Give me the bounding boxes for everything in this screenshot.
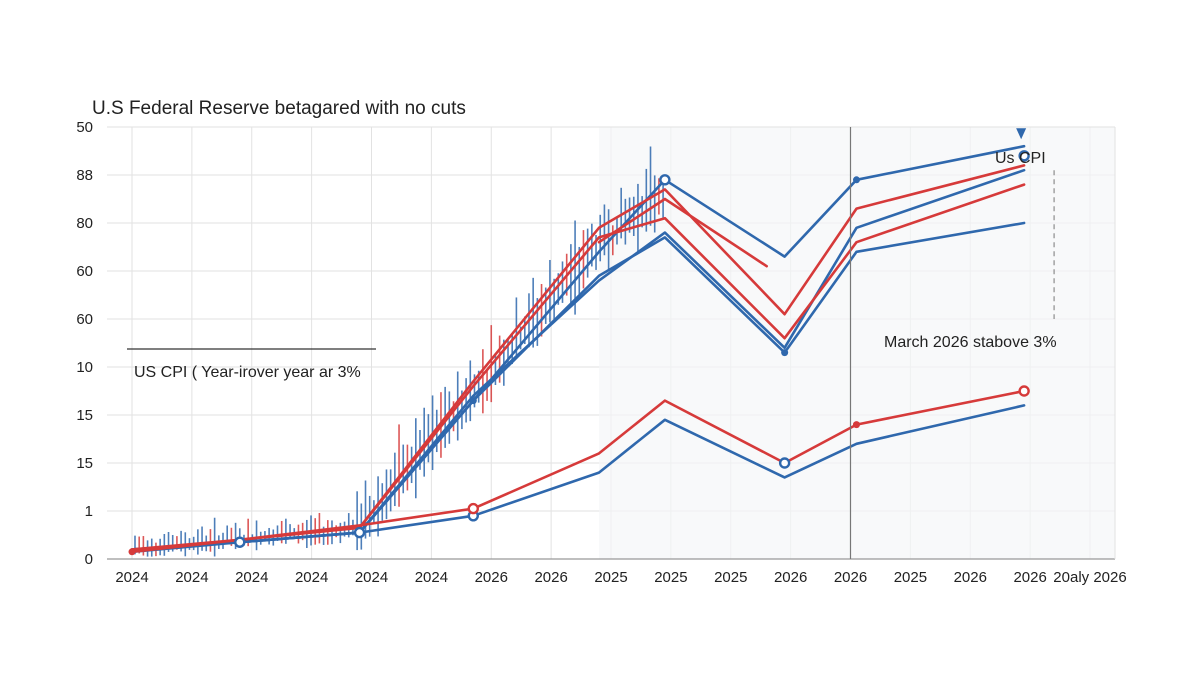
shaded-band [599,127,1115,559]
y-tick-label: 60 [76,311,93,328]
y-tick-label: 60 [76,263,93,280]
x-tick-label: 2024 [355,569,388,586]
series-line-red-bottom [130,389,1026,554]
annotations: US CPI ( Year-irover year ar 3% March 202… [127,150,1057,381]
marker-dot [469,397,477,405]
x-tick-label: 2024 [295,569,328,586]
left-annotation-label: US CPI ( Year-irover year ar 3% [134,364,361,381]
marker-ring [1018,150,1030,162]
y-tick-label: 80 [76,215,93,232]
marker-ring [234,536,246,548]
series-line-red-middle [358,183,1026,530]
y-tick-label: 50 [76,119,93,136]
candlestick-noise [134,146,664,557]
marker-dot [781,349,789,357]
x-tick-label: 2025 [654,569,687,586]
marker-ring [659,174,671,186]
marker-dot [852,176,860,184]
x-tick-label: 2026 [954,569,987,586]
marker-ring [1018,385,1030,397]
x-tick-label: 20aly 2026 [1053,569,1126,586]
x-tick-label: 2025 [594,569,627,586]
x-tick-label: 2024 [415,569,448,586]
shaded-region [599,127,1115,559]
x-tick-labels: 2024 2024 2024 2024 2024 2024 2026 2026 2025 2025… [115,569,1126,586]
x-tick-label: 2026 [475,569,508,586]
x-tick-label: 2024 [175,569,208,586]
y-tick-label: 88 [76,167,93,184]
triangle-down-icon [1016,128,1027,140]
marker-dot [852,421,860,429]
x-tick-label: 2026 [1013,569,1046,586]
marker-ring [353,526,366,539]
marker-ring [467,502,479,515]
series-markers [128,128,1030,556]
series-lines [130,144,1026,554]
y-tick-label: 15 [76,407,93,424]
series-line-blue-bottom [130,404,1026,554]
series-line-red-short [597,197,769,268]
x-tick-label: 2024 [235,569,268,586]
x-tick-label: 2025 [714,569,747,586]
y-tick-label: 1 [85,503,93,520]
y-tick-label: 15 [76,455,93,472]
series-line-blue-middle [358,168,1026,534]
x-tick-label: 2026 [534,569,567,586]
x-tick-label: 2026 [834,569,867,586]
y-tick-label: 10 [76,359,93,376]
marker-ring [778,457,791,469]
x-tick-label: 2026 [774,569,807,586]
y-tick-label: 0 [85,551,93,568]
series-marker-label: Us CPI [995,150,1046,167]
axes [107,126,1116,560]
x-tick-label: 2024 [115,569,148,586]
marker-dot [128,548,136,556]
right-annotation-label: March 2026 stabove 3% [884,334,1057,351]
chart-title: U.S Federal Reserve betagared with no cu… [92,98,466,119]
x-tick-label: 2025 [894,569,927,586]
